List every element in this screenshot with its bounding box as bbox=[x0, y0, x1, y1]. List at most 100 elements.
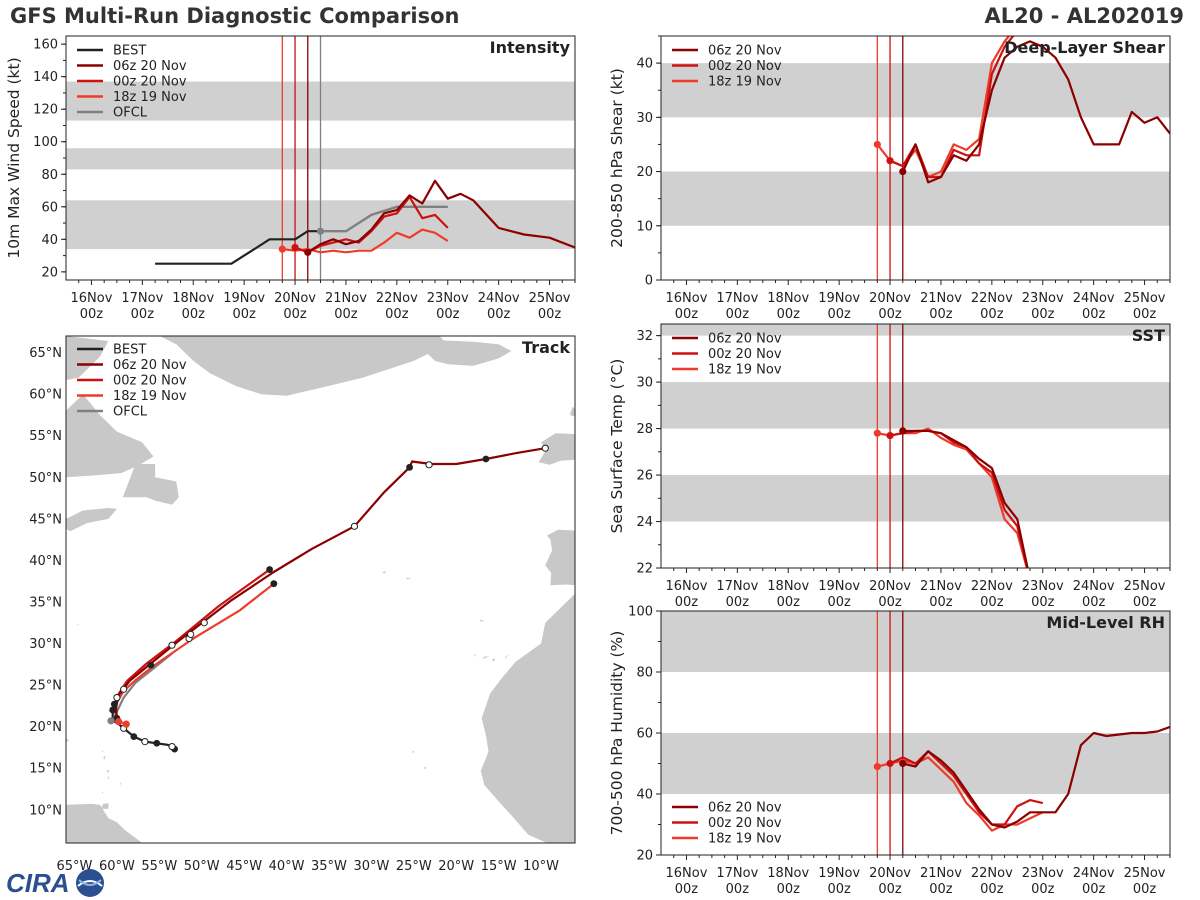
deep-layer-shear-xtick-hour: 00z bbox=[878, 307, 902, 322]
mid-level-rh-xtick-day: 18Nov bbox=[767, 866, 809, 881]
sst-xtick-hour: 00z bbox=[878, 595, 902, 610]
mid-level-rh-xtick-hour: 00z bbox=[929, 882, 953, 897]
track-lat-label: 45°N bbox=[29, 512, 62, 527]
mid-level-rh-xtick-hour: 00z bbox=[980, 882, 1004, 897]
track-lon-label: 30°W bbox=[353, 859, 389, 874]
logo-text: CIRA bbox=[6, 868, 70, 898]
track-point-filled bbox=[110, 700, 118, 708]
intensity-init-point-00z-20-nov bbox=[291, 243, 299, 252]
intensity-ytick-label: 60 bbox=[41, 200, 58, 215]
intensity-init-point-ofcl bbox=[316, 227, 325, 235]
mid-level-rh-series-00z-20-nov bbox=[889, 750, 1044, 826]
track-point-open bbox=[141, 738, 149, 746]
intensity-legend-label-ofcl: OFCL bbox=[113, 106, 148, 121]
mid-level-rh-xtick-day: 19Nov bbox=[818, 866, 860, 881]
logo-globe-icon bbox=[76, 869, 104, 897]
track-lon-label: 15°W bbox=[481, 859, 517, 874]
track-point-filled bbox=[109, 706, 117, 714]
mid-level-rh-xtick-day: 23Nov bbox=[1022, 866, 1064, 881]
sst-xtick-day: 17Nov bbox=[716, 579, 758, 594]
track-lon-label: 60°W bbox=[99, 859, 135, 874]
track-point-filled bbox=[153, 739, 161, 747]
track-lon-label: 65°W bbox=[57, 859, 93, 874]
intensity-xtick-day: 23Nov bbox=[427, 291, 469, 306]
intensity-xtick-day: 20Nov bbox=[274, 291, 316, 306]
track-land-shape bbox=[411, 750, 415, 753]
track-land-shape bbox=[480, 619, 485, 622]
track-point-open bbox=[187, 630, 195, 638]
sst-xtick-day: 25Nov bbox=[1124, 579, 1166, 594]
intensity-ytick-label: 80 bbox=[41, 168, 58, 183]
track-point-filled bbox=[406, 463, 413, 471]
sst-band bbox=[661, 475, 1170, 522]
mid-level-rh-init-point-06z-20-nov bbox=[899, 759, 907, 768]
cira-logo: CIRA bbox=[6, 868, 104, 898]
sst-xtick-day: 22Nov bbox=[971, 579, 1013, 594]
deep-layer-shear-xtick-hour: 00z bbox=[675, 307, 699, 322]
mid-level-rh-band bbox=[661, 611, 1170, 672]
track-point-filled bbox=[147, 661, 155, 669]
deep-layer-shear-xtick-day: 18Nov bbox=[767, 291, 809, 306]
intensity-xtick-day: 17Nov bbox=[121, 291, 163, 306]
deep-layer-shear-ytick-label: 0 bbox=[645, 274, 653, 289]
sst-band bbox=[661, 382, 1170, 429]
sst-xtick-hour: 00z bbox=[1031, 595, 1055, 610]
mid-level-rh-xtick-day: 17Nov bbox=[716, 866, 758, 881]
deep-layer-shear-xtick-day: 22Nov bbox=[971, 291, 1013, 306]
sst-legend-label-00z-20-nov: 00z 20 Nov bbox=[708, 347, 782, 362]
mid-level-rh-ytick-label: 60 bbox=[636, 727, 653, 742]
deep-layer-shear-legend-label-18z-19-nov: 18z 19 Nov bbox=[708, 75, 782, 90]
track-land-shape bbox=[480, 593, 575, 843]
track-land-shape bbox=[122, 464, 179, 505]
track-point-filled bbox=[482, 455, 490, 463]
track-land-shape bbox=[66, 336, 109, 381]
mid-level-rh-ytick-label: 80 bbox=[636, 666, 653, 681]
intensity-legend-label-06z-20-nov: 06z 20 Nov bbox=[113, 59, 187, 74]
intensity-panel: 2040608010012014016016Nov00z17Nov00z18No… bbox=[5, 35, 576, 322]
mid-level-rh-xtick-hour: 00z bbox=[726, 882, 750, 897]
intensity-ytick-label: 100 bbox=[33, 135, 58, 150]
sst-xtick-day: 19Nov bbox=[818, 579, 860, 594]
deep-layer-shear-init-point-00z-20-nov bbox=[886, 157, 894, 165]
track-legend-label-best: BEST bbox=[113, 343, 146, 358]
intensity-xtick-day: 16Nov bbox=[70, 291, 112, 306]
track-series-06z-20-nov bbox=[114, 447, 546, 719]
deep-layer-shear-xtick-day: 20Nov bbox=[869, 291, 911, 306]
sst-ytick-label: 24 bbox=[636, 515, 653, 530]
logo-swirl-icon bbox=[77, 880, 103, 887]
track-point-initial bbox=[122, 720, 130, 728]
track-land-shape bbox=[424, 766, 427, 769]
sst-xtick-hour: 00z bbox=[726, 595, 750, 610]
track-land-shape bbox=[491, 658, 496, 662]
intensity-init-point-18z-19-nov bbox=[278, 245, 286, 253]
sst-panel: 22242628303216Nov00z17Nov00z18Nov00z19No… bbox=[608, 323, 1171, 610]
intensity-xtick-hour: 00z bbox=[182, 307, 206, 322]
deep-layer-shear-xtick-hour: 00z bbox=[1031, 307, 1055, 322]
sst-xtick-day: 16Nov bbox=[665, 579, 707, 594]
deep-layer-shear-ytick-label: 40 bbox=[636, 57, 653, 72]
track-lon-label: 45°W bbox=[226, 859, 262, 874]
track-land-shape bbox=[107, 775, 110, 779]
track-land-shape bbox=[545, 529, 575, 586]
track-land-shape bbox=[66, 739, 70, 743]
track-land-shape bbox=[538, 433, 575, 465]
deep-layer-shear-xtick-hour: 00z bbox=[827, 307, 851, 322]
track-land-shape bbox=[77, 623, 79, 626]
track-land-shape bbox=[66, 508, 117, 532]
intensity-legend-label-00z-20-nov: 00z 20 Nov bbox=[113, 75, 187, 90]
sst-title: SST bbox=[1132, 326, 1165, 345]
track-lon-label: 10°W bbox=[523, 859, 559, 874]
intensity-legend-label-best: BEST bbox=[113, 44, 146, 59]
sst-legend-label-18z-19-nov: 18z 19 Nov bbox=[708, 363, 782, 378]
track-lat-label: 40°N bbox=[29, 554, 62, 569]
track-point-open bbox=[350, 522, 359, 530]
intensity-series-06z-20-nov bbox=[307, 179, 575, 254]
intensity-xtick-day: 19Nov bbox=[223, 291, 265, 306]
intensity-ylabel: 10m Max Wind Speed (kt) bbox=[5, 57, 23, 258]
deep-layer-shear-xtick-day: 25Nov bbox=[1124, 291, 1166, 306]
intensity-ytick-label: 20 bbox=[41, 265, 58, 280]
deep-layer-shear-xtick-day: 16Nov bbox=[665, 291, 707, 306]
track-lon-label: 50°W bbox=[184, 859, 220, 874]
sst-series-group bbox=[873, 427, 1029, 568]
mid-level-rh-xtick-hour: 00z bbox=[675, 882, 699, 897]
